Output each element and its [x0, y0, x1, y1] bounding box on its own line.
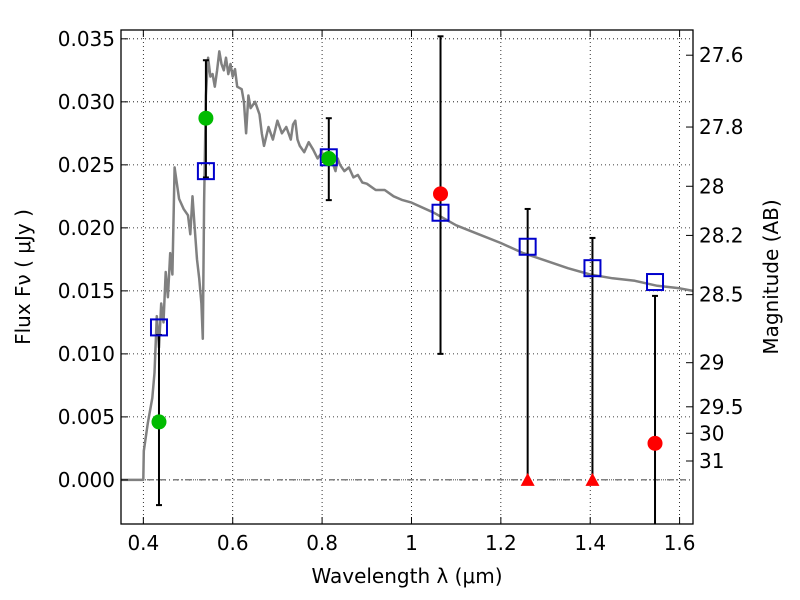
y2-tick-label: 27.8 [699, 115, 744, 139]
y2-axis-label: Magnitude (AB) [759, 199, 783, 354]
y-axis-label: Flux Fν ( μJy ) [11, 209, 35, 345]
y-tick-label: 0.020 [58, 216, 115, 240]
y-tick-label: 0.025 [58, 153, 115, 177]
detection-point [198, 110, 214, 126]
y2-tick-label: 30 [699, 421, 724, 445]
model-photometry-square [646, 273, 665, 292]
y-tick-label: 0.030 [58, 90, 115, 114]
y-tick-label: 0.005 [58, 405, 115, 429]
y2-tick-label: 28.2 [699, 223, 744, 247]
model-photometry-square [518, 237, 537, 256]
measured-point-red [647, 435, 663, 451]
x-tick-label: 1.2 [485, 531, 517, 555]
y2-tick-label: 27.6 [699, 43, 744, 67]
model-spectrum-line [121, 50, 694, 482]
y2-tick-label: 28 [699, 174, 724, 198]
series-layer [121, 35, 694, 524]
model-photometry-square [583, 259, 602, 278]
y2-tick-label: 29 [699, 351, 724, 375]
x-tick-label: 0.4 [127, 531, 159, 555]
y2-tick-label: 29.5 [699, 395, 744, 419]
detection-point [321, 151, 337, 167]
x-tick-label: 0.8 [306, 531, 338, 555]
model-photometry-square [149, 318, 168, 337]
measured-point-red [433, 186, 449, 202]
grid-lines [121, 30, 693, 524]
y2-tick-label: 28.5 [699, 283, 744, 307]
x-tick-label: 1 [405, 531, 418, 555]
x-axis-label: Wavelength λ (μm) [311, 564, 502, 588]
upper-limit-triangle [520, 472, 535, 486]
plot-frame [120, 29, 694, 525]
axis-ticks: 0.4 0.6 0.8 1 1.2 1.4 1.6 0.000 0.005 0.010 0.015 0… [58, 27, 744, 555]
model-photometry-square [196, 162, 215, 181]
y-tick-label: 0.010 [58, 342, 115, 366]
model-photometry-square [431, 203, 450, 222]
y-tick-label: 0.000 [58, 468, 115, 492]
x-tick-label: 1.4 [574, 531, 606, 555]
y2-tick-label: 31 [699, 449, 724, 473]
x-tick-label: 0.6 [217, 531, 249, 555]
upper-limit-triangle [585, 472, 600, 486]
x-tick-label: 1.6 [664, 531, 696, 555]
detection-point [151, 414, 167, 430]
y-tick-label: 0.015 [58, 279, 115, 303]
y-tick-label: 0.035 [58, 27, 115, 51]
